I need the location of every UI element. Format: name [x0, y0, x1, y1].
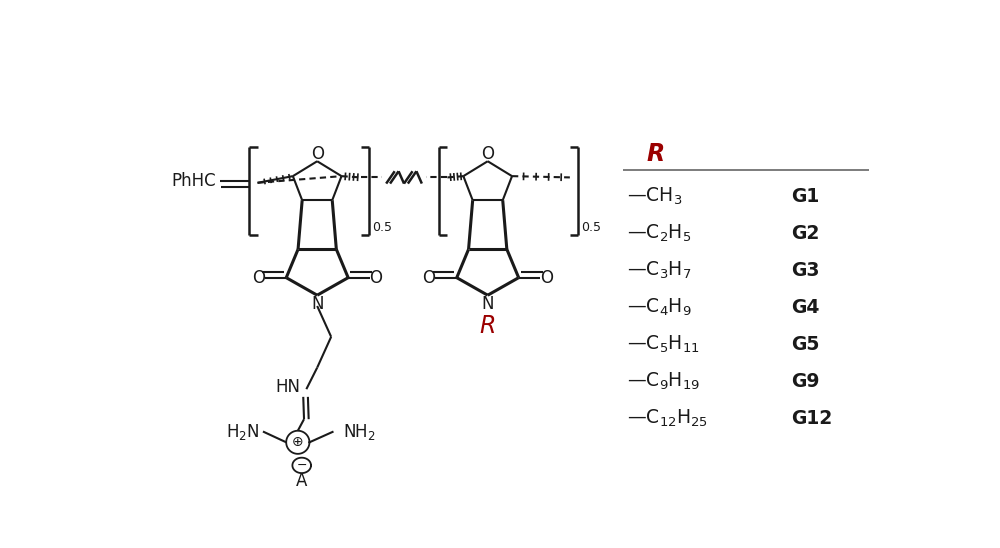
Text: G9: G9: [792, 372, 820, 391]
Text: —C$_4$H$_9$: —C$_4$H$_9$: [627, 297, 692, 318]
Text: G12: G12: [792, 409, 833, 428]
Text: G2: G2: [792, 224, 820, 243]
Text: G1: G1: [792, 187, 820, 206]
Text: G3: G3: [792, 261, 820, 280]
Text: ⊕: ⊕: [292, 435, 304, 449]
Text: —C$_5$H$_{11}$: —C$_5$H$_{11}$: [627, 334, 700, 355]
Text: R: R: [480, 314, 496, 338]
Text: HN: HN: [275, 378, 300, 396]
Text: —C$_2$H$_5$: —C$_2$H$_5$: [627, 223, 692, 244]
Text: O: O: [540, 269, 553, 287]
Text: A: A: [296, 472, 307, 490]
Text: —C$_3$H$_7$: —C$_3$H$_7$: [627, 260, 692, 281]
Text: —C$_9$H$_{19}$: —C$_9$H$_{19}$: [627, 371, 700, 392]
Text: G5: G5: [792, 335, 820, 354]
Text: −: −: [296, 459, 307, 472]
Text: —C$_{12}$H$_{25}$: —C$_{12}$H$_{25}$: [627, 408, 708, 429]
Text: PhHC: PhHC: [172, 172, 216, 190]
Text: O: O: [252, 269, 265, 287]
Text: O: O: [311, 145, 324, 163]
Text: O: O: [481, 145, 494, 163]
Text: O: O: [422, 269, 435, 287]
Text: 0.5: 0.5: [581, 221, 601, 233]
Text: G4: G4: [792, 298, 820, 317]
Text: H$_2$N: H$_2$N: [226, 421, 259, 442]
Text: O: O: [370, 269, 383, 287]
Text: —CH$_3$: —CH$_3$: [627, 186, 683, 207]
Text: 0.5: 0.5: [372, 221, 392, 233]
Text: NH$_2$: NH$_2$: [343, 421, 376, 442]
Text: N: N: [311, 295, 323, 313]
Text: N: N: [481, 295, 494, 313]
Text: R: R: [647, 142, 665, 166]
